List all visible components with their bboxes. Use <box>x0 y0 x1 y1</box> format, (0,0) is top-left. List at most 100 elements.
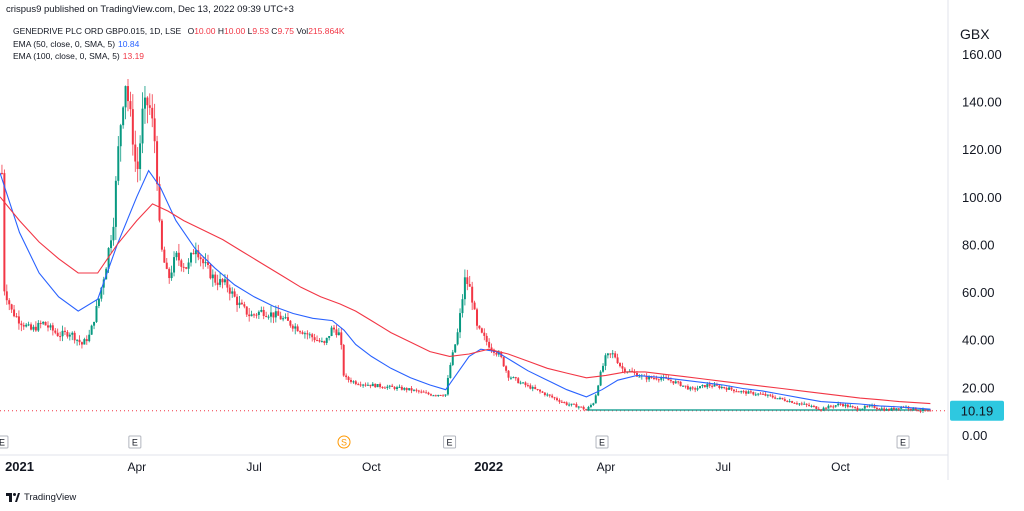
price-axis[interactable]: 0.00 20.00 40.00 60.00 80.00 100.00 120.00 140.… <box>962 47 1002 443</box>
earnings-marker-label: E <box>0 438 5 448</box>
candle-body <box>233 291 236 297</box>
candle-body <box>216 282 219 285</box>
candle-body <box>180 260 183 267</box>
candle-body <box>798 403 801 405</box>
candle-body <box>267 316 270 318</box>
candle-body <box>376 384 379 388</box>
candle-body <box>614 353 617 358</box>
legend-ema50-row[interactable]: EMA (50, close, 0, SMA, 5) 10.84 <box>13 39 139 49</box>
candle-body <box>124 86 127 108</box>
close-value: 9.75 <box>277 26 294 36</box>
candle-body <box>575 404 578 408</box>
high-key: H <box>217 26 224 36</box>
candle-body <box>456 332 459 345</box>
candle-body <box>539 389 542 392</box>
candle-body <box>900 406 903 409</box>
candle-body <box>308 334 311 336</box>
candle-body <box>253 314 256 316</box>
candle-body <box>648 376 651 380</box>
candle-body <box>126 86 129 102</box>
candle-body <box>694 388 697 390</box>
candle-body <box>83 339 86 345</box>
candle-body <box>711 385 714 387</box>
earnings-marker-label: E <box>900 438 906 448</box>
candle-body <box>349 379 352 382</box>
candle-body <box>834 405 837 407</box>
candle-body <box>577 406 580 408</box>
candle-body <box>572 403 575 405</box>
candle-body <box>371 383 374 387</box>
dividend-marker <box>337 435 351 449</box>
candle-body <box>597 385 600 396</box>
candle-body <box>817 408 820 410</box>
candle-body <box>345 375 348 378</box>
candle-body <box>812 405 815 407</box>
candle-body <box>587 406 590 410</box>
y-tick-label: 60.00 <box>962 285 995 300</box>
candle-body <box>330 327 333 336</box>
candle-body <box>536 388 539 390</box>
candle-body <box>657 379 660 381</box>
ema-lines <box>0 169 931 410</box>
legend-ema100-row[interactable]: EMA (100, close, 0, SMA, 5) 13.19 <box>13 51 144 61</box>
open-value: 10.00 <box>194 26 216 36</box>
candle-body <box>265 315 268 317</box>
candle-body <box>248 314 251 317</box>
candle-body <box>611 353 614 355</box>
candle-body <box>47 325 50 328</box>
candle-body <box>359 384 362 386</box>
candle-body <box>863 406 866 409</box>
footer-branding[interactable]: TradingView <box>6 492 76 503</box>
candle-body <box>926 410 929 412</box>
candle-body <box>759 393 762 395</box>
candle-body <box>316 340 319 342</box>
candle-body <box>650 376 653 378</box>
candle-body <box>366 384 369 386</box>
candle-body <box>880 408 883 410</box>
candle-body <box>398 386 401 388</box>
candle-body <box>39 322 42 324</box>
candle-body <box>553 397 556 399</box>
candle-body <box>226 279 229 288</box>
candle-body <box>34 326 37 331</box>
candle-body <box>30 324 33 330</box>
candle-body <box>633 371 636 374</box>
x-tick-label: Jul <box>246 460 261 474</box>
candle-body <box>274 311 277 318</box>
candle-body <box>514 377 517 379</box>
candle-body <box>231 291 234 294</box>
candle-body <box>107 248 110 269</box>
candle-body <box>156 141 159 185</box>
x-tick-label: 2021 <box>5 459 34 474</box>
candle-body <box>78 339 81 343</box>
y-tick-label: 80.00 <box>962 237 995 252</box>
candle-body <box>214 274 217 283</box>
candle-body <box>691 387 694 389</box>
ema100-value: 13.19 <box>122 51 145 61</box>
brand-name: TradingView <box>24 492 77 503</box>
candle-body <box>827 405 830 409</box>
candle-body <box>119 125 122 147</box>
candle-body <box>786 400 789 402</box>
candle-body <box>512 377 515 379</box>
earnings-marker-label: E <box>599 438 605 448</box>
candle-body <box>660 378 663 380</box>
symbol-label: GENEDRIVE PLC ORD GBP0.015, 1D, LSE <box>13 26 182 36</box>
candle-body <box>454 344 457 353</box>
candle-body <box>20 323 23 326</box>
candle-body <box>238 302 241 306</box>
candle-body <box>851 406 854 408</box>
candle-body <box>771 395 774 398</box>
earnings-marker <box>128 435 142 449</box>
candle-body <box>723 386 726 389</box>
candle-body <box>730 387 733 390</box>
candle-body <box>88 334 91 342</box>
candle-body <box>291 325 294 329</box>
x-tick-label: Oct <box>362 460 381 474</box>
time-axis[interactable]: 2021 Apr Jul Oct 2022 Apr Jul Oct <box>5 459 850 474</box>
candle-body <box>257 311 260 315</box>
candle-body <box>10 304 13 310</box>
candle-body <box>616 357 619 364</box>
candle-body <box>715 384 718 386</box>
